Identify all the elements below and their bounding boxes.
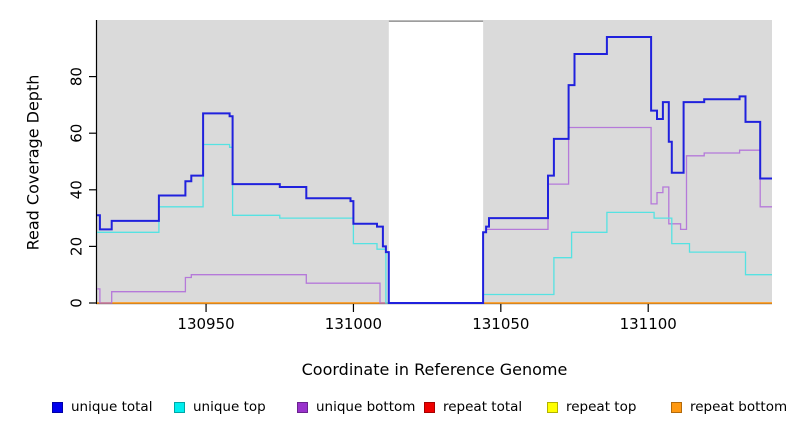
series-line-unique-bottom — [97, 126, 772, 304]
y-tick-label: 80 — [68, 67, 86, 86]
legend-label: unique total — [71, 399, 153, 415]
x-tick-label: 131050 — [472, 315, 529, 333]
x-tick-label: 131100 — [620, 315, 677, 333]
y-axis-title: Read Coverage Depth — [23, 74, 43, 251]
legend-item-repeat-bottom: repeat bottom — [671, 398, 787, 416]
unique-total-swatch-icon — [52, 401, 63, 413]
y-tick-label: 20 — [68, 237, 86, 256]
legend-item-unique-bottom: unique bottom — [297, 398, 415, 416]
unique-top-swatch-icon — [174, 401, 185, 413]
legend-item-unique-top: unique top — [174, 398, 266, 416]
repeat-total-swatch-icon — [424, 401, 435, 413]
legend-label: unique top — [193, 399, 266, 415]
y-tick-label: 40 — [68, 180, 86, 199]
series-line-unique-total — [97, 36, 772, 304]
no-data-band — [388, 20, 484, 304]
chart-svg: 0 20 40 60 80 130950 131000 131050 131100 — [68, 20, 772, 333]
x-tick-label: 130950 — [177, 315, 234, 333]
legend: unique total unique top unique bottom re… — [0, 398, 792, 420]
x-tick-label: 131000 — [325, 315, 382, 333]
legend-item-repeat-top: repeat top — [547, 398, 636, 416]
x-axis-title: Coordinate in Reference Genome — [301, 360, 568, 379]
repeat-top-swatch-icon — [547, 401, 558, 413]
y-tick-label: 60 — [68, 124, 86, 143]
legend-item-repeat-total: repeat total — [424, 398, 522, 416]
legend-item-unique-total: unique total — [52, 398, 152, 416]
legend-label: repeat bottom — [690, 399, 788, 415]
legend-label: repeat top — [566, 399, 637, 415]
unique-bottom-swatch-icon — [297, 401, 308, 413]
legend-label: unique bottom — [316, 399, 416, 415]
plot-area: 0 20 40 60 80 130950 131000 131050 131100 — [68, 20, 772, 333]
legend-label: repeat total — [443, 399, 523, 415]
repeat-bottom-swatch-icon — [671, 401, 682, 413]
y-tick-label: 0 — [68, 298, 86, 308]
